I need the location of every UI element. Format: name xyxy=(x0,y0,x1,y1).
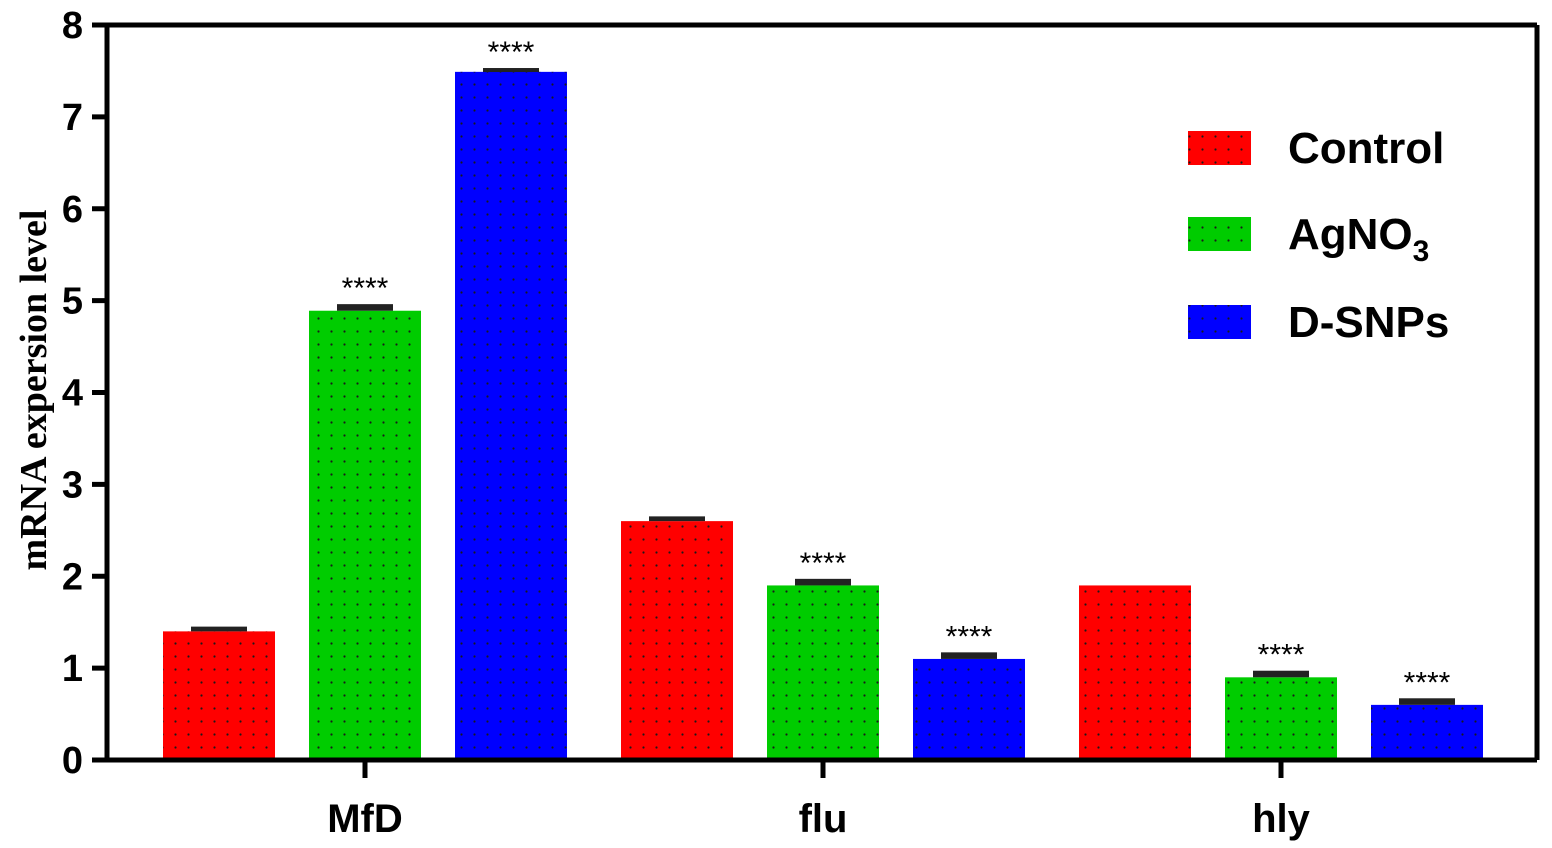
x-tick-label: MfD xyxy=(327,797,403,841)
legend-swatch-pattern xyxy=(1188,305,1251,339)
y-tick-label: 3 xyxy=(62,464,83,506)
bar-pattern xyxy=(1225,677,1337,760)
error-bar xyxy=(795,578,851,586)
y-tick-label: 8 xyxy=(62,5,83,47)
significance-label: **** xyxy=(488,36,535,69)
x-tick-label: flu xyxy=(799,797,848,841)
error-bar xyxy=(483,68,539,73)
axes: 0 1 2 3 4 5 6 7 8 MfD flu hly xyxy=(62,5,1540,841)
legend-swatch-pattern xyxy=(1188,217,1251,251)
y-tick-label: 7 xyxy=(62,97,83,139)
y-tick-label: 2 xyxy=(62,556,83,598)
legend-label: AgNO3 xyxy=(1288,210,1429,268)
significance-label: **** xyxy=(800,547,847,580)
y-axis-label: mRNA expersion level xyxy=(13,210,55,571)
plot-area: **** **** **** **** **** **** xyxy=(163,36,1483,760)
error-bar xyxy=(337,304,393,311)
significance-label: **** xyxy=(1404,666,1451,699)
bar-pattern xyxy=(1371,704,1483,760)
x-tick-label: hly xyxy=(1252,797,1311,841)
bar-pattern xyxy=(455,71,567,760)
legend-label: D-SNPs xyxy=(1288,298,1449,347)
bar-pattern xyxy=(309,310,421,760)
legend: Control AgNO3 D-SNPs xyxy=(1188,124,1449,347)
error-bar xyxy=(1399,698,1455,705)
legend-label-subscript: 3 xyxy=(1413,235,1430,268)
error-bar xyxy=(1253,670,1309,678)
bar-pattern xyxy=(913,658,1025,760)
y-tick-label: 5 xyxy=(62,281,83,323)
legend-label: Control xyxy=(1288,124,1444,173)
y-tick-label: 1 xyxy=(62,648,83,690)
y-tick-label: 0 xyxy=(62,740,83,782)
y-tick-label: 6 xyxy=(62,189,83,231)
bar-pattern xyxy=(1079,585,1191,760)
significance-label: **** xyxy=(946,620,993,653)
significance-label: **** xyxy=(1258,639,1305,672)
significance-label: **** xyxy=(342,272,389,305)
error-bar xyxy=(649,516,705,522)
legend-swatch-pattern xyxy=(1188,131,1251,165)
bar-pattern xyxy=(767,585,879,760)
error-bar xyxy=(191,626,247,632)
bar-pattern xyxy=(163,631,275,760)
y-tick-label: 4 xyxy=(62,373,83,415)
error-bar xyxy=(941,652,997,659)
bar-pattern xyxy=(621,521,733,760)
